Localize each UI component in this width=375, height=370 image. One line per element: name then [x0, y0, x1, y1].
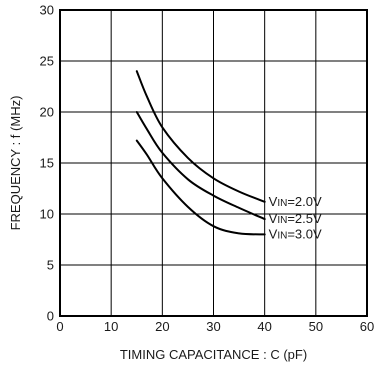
y-tick-label: 20	[40, 105, 54, 120]
x-tick-label: 0	[56, 319, 63, 334]
x-axis-label: TIMING CAPACITANCE : C (pF)	[120, 347, 307, 362]
series-layer	[135, 70, 266, 236]
x-tick-labels: 0 10 20 30 40 50 60	[56, 319, 374, 334]
svg-text:VIN=2.0V: VIN=2.0V	[269, 194, 322, 209]
y-tick-label: 10	[40, 207, 54, 222]
y-tick-label: 25	[40, 54, 54, 69]
x-tick-label: 40	[257, 319, 271, 334]
plot-frame	[59, 9, 368, 317]
series-label-vin-3-0v: VIN=3.0V	[269, 226, 322, 241]
grid-lines	[60, 10, 367, 316]
y-tick-label: 0	[47, 309, 54, 324]
y-tick-labels: 0 5 10 15 20 25 30	[40, 3, 54, 324]
svg-text:VIN=3.0V: VIN=3.0V	[269, 226, 322, 241]
x-tick-label: 10	[104, 319, 118, 334]
x-tick-label: 20	[155, 319, 169, 334]
series-line-vin-2-5v	[135, 111, 266, 221]
series-label-vin-2-5v: VIN=2.5V	[269, 211, 322, 226]
series-line-vin-3-0v	[135, 139, 266, 236]
series-line-vin-2-0v	[135, 70, 266, 203]
y-tick-label: 15	[40, 156, 54, 171]
x-tick-label: 50	[309, 319, 323, 334]
y-tick-label: 30	[40, 3, 54, 18]
y-tick-label: 5	[47, 258, 54, 273]
svg-text:VIN=2.5V: VIN=2.5V	[269, 211, 322, 226]
x-tick-label: 30	[206, 319, 220, 334]
x-tick-label: 60	[360, 319, 374, 334]
series-label-vin-2-0v: VIN=2.0V	[269, 194, 322, 209]
y-axis-label: FREQUENCY : f (MHz)	[8, 96, 23, 231]
